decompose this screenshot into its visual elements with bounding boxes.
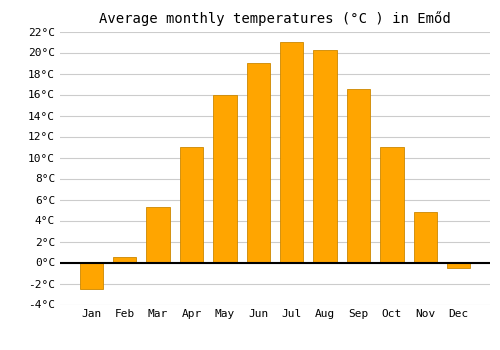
Bar — [347, 89, 370, 262]
Bar — [113, 257, 136, 262]
Bar — [246, 63, 270, 262]
Bar — [280, 42, 303, 262]
Bar — [146, 207, 170, 262]
Bar — [380, 147, 404, 262]
Bar — [80, 262, 103, 289]
Bar — [414, 212, 437, 262]
Title: Average monthly temperatures (°C ) in Emőd: Average monthly temperatures (°C ) in Em… — [99, 11, 451, 26]
Bar — [213, 94, 236, 262]
Bar — [447, 262, 470, 268]
Bar — [314, 50, 337, 262]
Bar — [180, 147, 203, 262]
